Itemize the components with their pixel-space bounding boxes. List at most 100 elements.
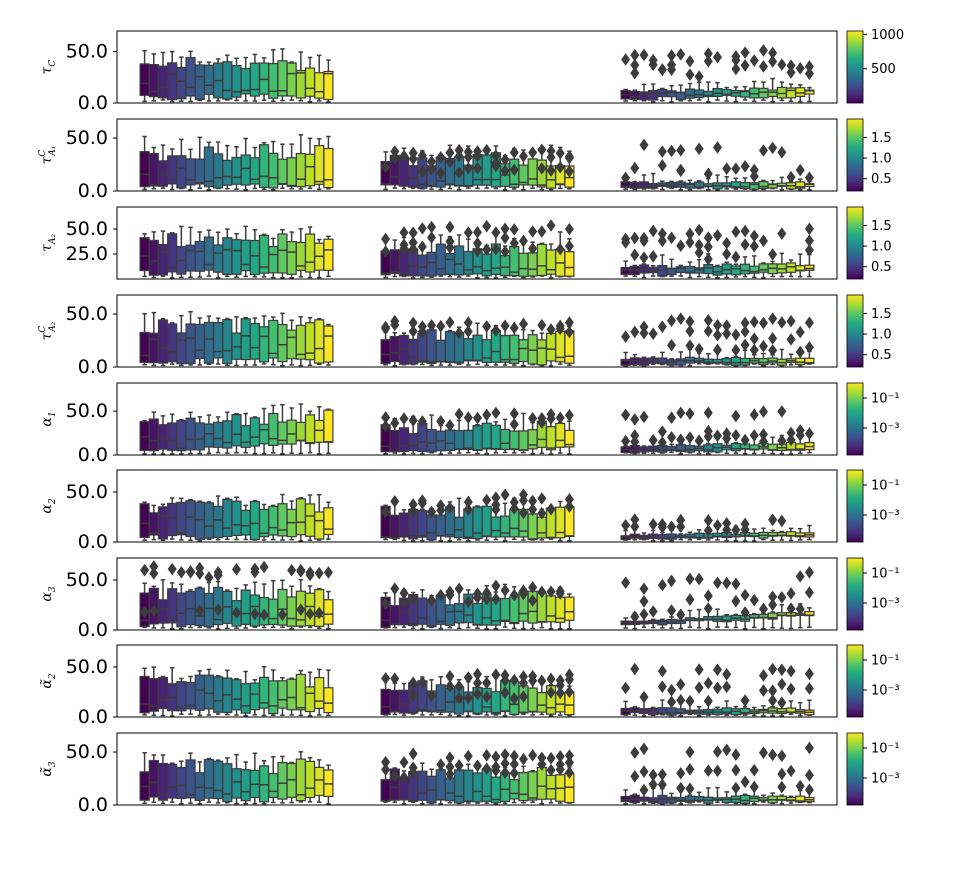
- box-p9-g3-16: [758, 746, 769, 803]
- box-p8-g2-18: [536, 674, 547, 716]
- outlier-marker: [713, 229, 722, 242]
- outlier-marker: [731, 250, 741, 264]
- box-p3-g2-11: [472, 225, 483, 279]
- box-body: [785, 87, 797, 99]
- box-p3-g3-1: [620, 232, 631, 277]
- box-p6-g2-18: [536, 492, 547, 541]
- outlier-marker: [314, 566, 324, 580]
- box-p8-g3-6: [666, 683, 677, 717]
- outlier-marker: [463, 595, 473, 609]
- axes-frame: [116, 118, 838, 192]
- y-tick-label: 50.0: [66, 656, 108, 678]
- outlier-marker: [621, 681, 631, 695]
- box-p3-g2-1: [380, 232, 391, 279]
- box-body: [509, 779, 520, 800]
- outlier-marker: [630, 58, 640, 72]
- box-body: [564, 429, 575, 448]
- outlier-marker: [399, 238, 409, 252]
- box-body: [454, 245, 465, 276]
- box-p4-g3-14: [739, 316, 751, 367]
- box-p7-g3-10: [703, 589, 714, 630]
- box-p4-g3-16: [758, 316, 769, 367]
- outlier-marker: [630, 248, 640, 262]
- box-body: [277, 233, 288, 274]
- box-p3-g3-18: [776, 227, 787, 278]
- box-p2-g3-19: [785, 170, 797, 191]
- outlier-marker: [555, 411, 565, 425]
- box-p3-g1-7: [194, 231, 205, 278]
- box-p7-g2-17: [527, 581, 538, 630]
- outlier-marker: [381, 505, 391, 519]
- outlier-marker: [546, 407, 556, 421]
- box-p5-g3-19: [785, 426, 797, 455]
- outlier-marker: [454, 679, 464, 693]
- box-body: [167, 62, 178, 101]
- box-body: [139, 63, 150, 96]
- outlier-marker: [657, 425, 667, 438]
- box-body: [213, 244, 224, 273]
- y-tick-label: 0.0: [78, 180, 108, 202]
- box-body: [380, 339, 391, 365]
- outlier-marker: [657, 227, 667, 241]
- outlier-marker: [546, 164, 556, 177]
- outlier-marker: [454, 326, 464, 340]
- panel-1: 0.0 50.0 τC 500 1000: [39, 28, 904, 114]
- outlier-marker: [648, 768, 658, 782]
- box-p9-g1-7: [194, 761, 205, 805]
- box-p7-g1-2: [148, 560, 159, 629]
- box-p2-g2-18: [536, 143, 547, 191]
- box-body: [268, 773, 279, 798]
- box-body: [314, 319, 325, 364]
- box-p3-g1-18: [295, 228, 306, 278]
- box-body: [444, 253, 456, 276]
- outlier-marker: [685, 54, 695, 68]
- outlier-marker: [518, 676, 528, 690]
- box-p7-g3-17: [767, 590, 778, 629]
- box-body: [194, 64, 205, 101]
- outlier-marker: [436, 319, 446, 333]
- outlier-marker: [804, 427, 814, 440]
- outlier-marker: [518, 670, 528, 683]
- box-p7-g1-10: [222, 589, 233, 630]
- outlier-marker: [768, 513, 778, 527]
- box-p3-g1-15: [268, 237, 279, 279]
- box-p3-g3-3: [638, 231, 650, 279]
- box-p8-g3-3: [638, 690, 650, 717]
- box-body: [314, 676, 325, 709]
- box-p9-g3-2: [629, 746, 640, 804]
- box-body: [620, 266, 631, 275]
- outlier-marker: [537, 225, 547, 238]
- box-p1-g1-8: [203, 61, 215, 102]
- outlier-marker: [676, 312, 686, 325]
- box-p3-g3-17: [767, 248, 778, 278]
- box-body: [730, 265, 741, 276]
- panel-9: 0.0 50.0 α̃3 10⁻³ 10⁻¹: [39, 732, 900, 816]
- box-p1-g1-20: [314, 54, 325, 102]
- box-body: [758, 358, 769, 366]
- outlier-marker: [482, 493, 492, 507]
- box-p4-g1-16: [277, 312, 288, 367]
- outlier-marker: [537, 585, 547, 599]
- outlier-marker: [722, 668, 732, 681]
- outlier-marker: [630, 413, 640, 426]
- outlier-marker: [676, 406, 686, 420]
- box-p7-g2-18: [536, 585, 547, 629]
- box-p7-g1-21: [323, 566, 334, 630]
- outlier-marker: [564, 316, 574, 329]
- outlier-marker: [427, 155, 437, 168]
- box-p8-g1-17: [286, 677, 297, 716]
- outlier-marker: [509, 407, 519, 420]
- box-body: [435, 243, 446, 276]
- box-body: [268, 680, 279, 715]
- colorbar-tick-label: 10⁻³: [871, 772, 900, 787]
- box-body: [148, 152, 159, 187]
- box-p4-g1-17: [286, 319, 297, 366]
- outlier-marker: [500, 686, 510, 699]
- box-p2-g3-21: [804, 171, 815, 191]
- outlier-marker: [630, 429, 640, 442]
- box-p8-g2-8: [444, 669, 456, 717]
- box-body: [454, 769, 465, 804]
- box-p8-g1-12: [240, 670, 251, 717]
- box-p9-g3-15: [749, 763, 760, 805]
- box-p8-g3-8: [684, 694, 696, 716]
